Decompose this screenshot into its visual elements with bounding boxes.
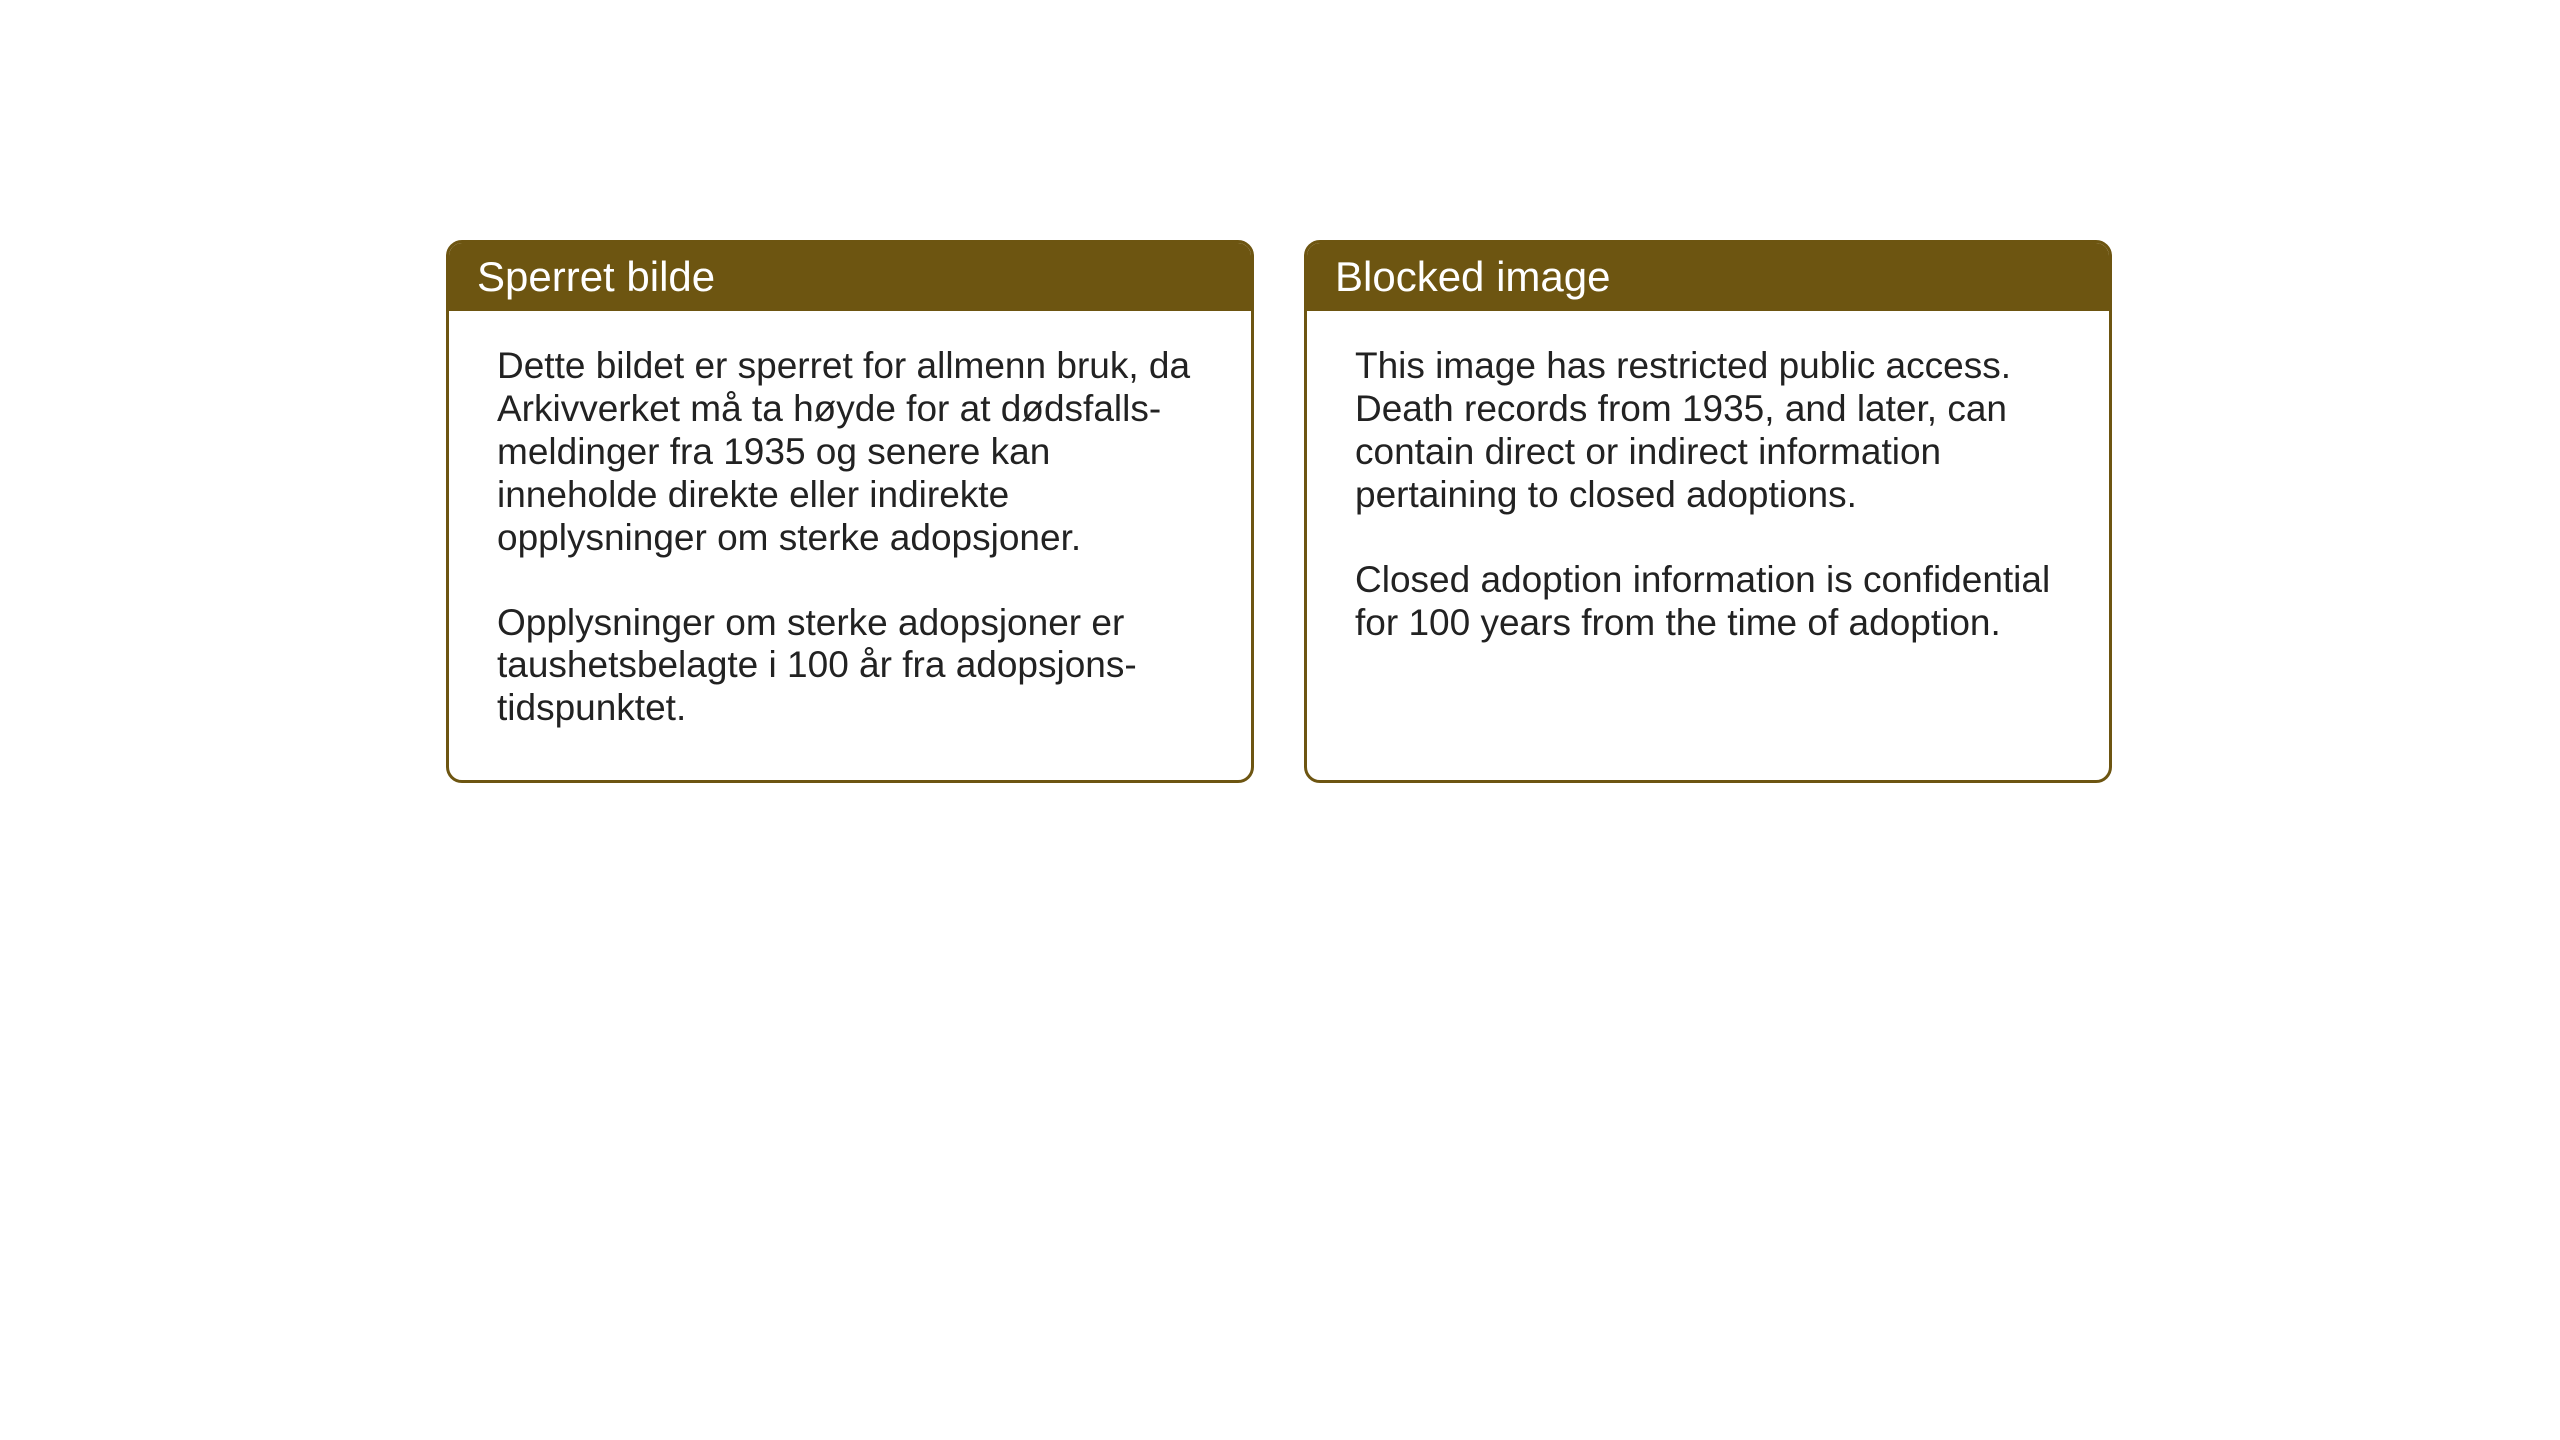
notice-container: Sperret bilde Dette bildet er sperret fo… <box>0 0 2560 783</box>
norwegian-card-title: Sperret bilde <box>449 243 1251 311</box>
norwegian-notice-card: Sperret bilde Dette bildet er sperret fo… <box>446 240 1254 783</box>
norwegian-paragraph-2: Opplysninger om sterke adopsjoner er tau… <box>497 602 1203 731</box>
english-paragraph-1: This image has restricted public access.… <box>1355 345 2061 517</box>
english-card-body: This image has restricted public access.… <box>1307 311 2109 694</box>
norwegian-paragraph-1: Dette bildet er sperret for allmenn bruk… <box>497 345 1203 560</box>
english-paragraph-2: Closed adoption information is confident… <box>1355 559 2061 645</box>
norwegian-card-body: Dette bildet er sperret for allmenn bruk… <box>449 311 1251 780</box>
english-notice-card: Blocked image This image has restricted … <box>1304 240 2112 783</box>
english-card-title: Blocked image <box>1307 243 2109 311</box>
